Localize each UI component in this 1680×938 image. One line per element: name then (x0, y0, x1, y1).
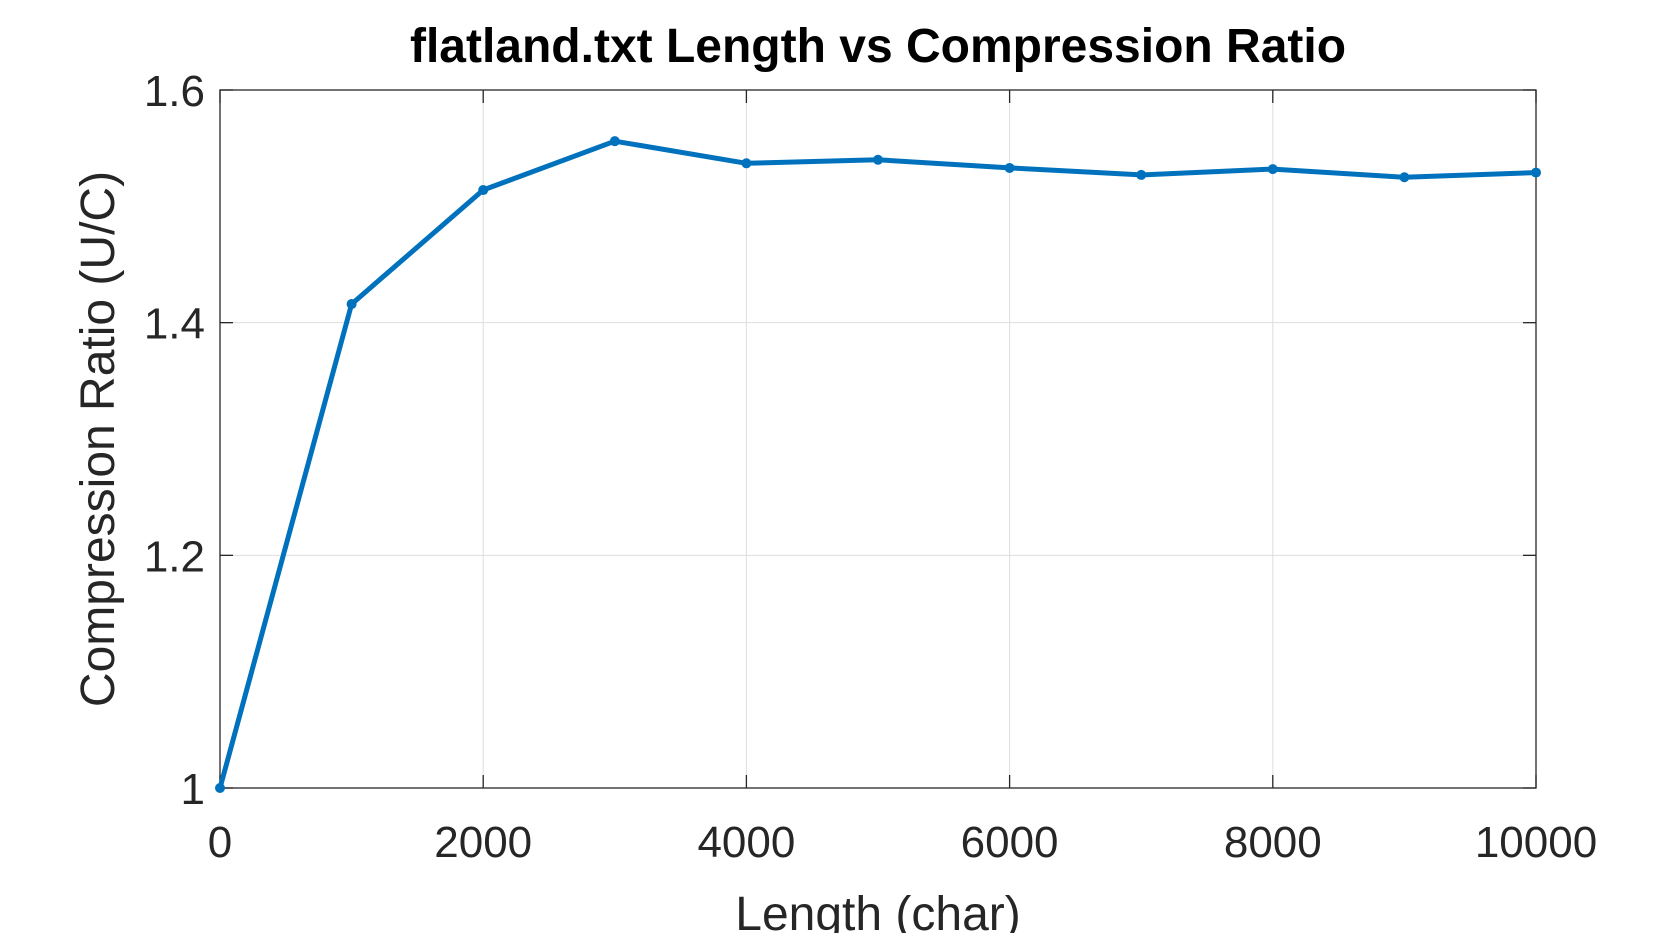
data-point (1004, 162, 1015, 173)
ticks: 0 2000 4000 6000 8000 10000 1 1.2 1.4 1.6 (144, 67, 1597, 867)
x-tick-label: 2000 (434, 818, 532, 867)
series (215, 136, 1541, 793)
data-point (1136, 169, 1147, 180)
data-point (346, 299, 357, 310)
grid (220, 90, 1536, 788)
x-axis-label: Length (char) (735, 888, 1021, 933)
y-tick-label: 1.4 (144, 300, 205, 349)
x-tick-label: 0 (208, 818, 232, 867)
series-line (217, 138, 1537, 789)
y-tick-label: 1.2 (144, 532, 205, 581)
y-tick-label: 1.6 (144, 67, 205, 116)
chart-title: flatland.txt Length vs Compression Ratio (410, 20, 1346, 73)
data-point (741, 158, 752, 169)
x-tick-label: 10000 (1475, 818, 1597, 867)
data-point (1531, 167, 1541, 178)
data-point (1267, 164, 1278, 175)
data-point (609, 136, 620, 147)
x-tick-label: 8000 (1224, 818, 1322, 867)
axes-box (219, 89, 1537, 789)
y-axis-label: Compression Ratio (U/C) (72, 171, 125, 707)
data-point (1399, 172, 1410, 183)
x-tick-label: 4000 (697, 818, 795, 867)
x-tick-label: 6000 (961, 818, 1059, 867)
y-tick-label: 1 (181, 765, 205, 814)
data-point (873, 154, 883, 165)
data-point (215, 783, 225, 793)
data-point (478, 185, 489, 196)
